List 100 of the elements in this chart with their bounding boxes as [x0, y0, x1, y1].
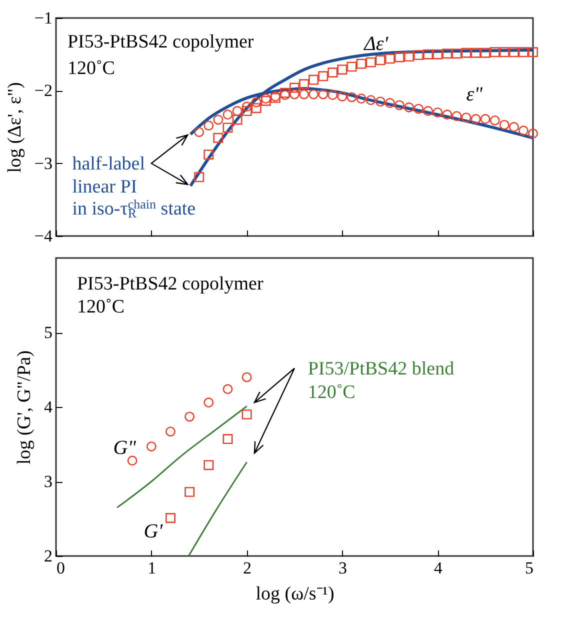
point	[318, 71, 328, 82]
point	[480, 114, 490, 124]
point	[251, 97, 262, 108]
point	[232, 114, 242, 125]
y-axis-title: log (Δε', ε")	[4, 82, 26, 173]
point	[432, 49, 443, 60]
point	[328, 68, 338, 78]
point	[337, 92, 348, 102]
point	[442, 48, 452, 59]
point	[242, 102, 252, 112]
point	[337, 64, 348, 75]
point	[308, 74, 319, 85]
y-tick-label: −2	[34, 81, 52, 100]
point	[299, 89, 310, 100]
point	[204, 120, 214, 131]
point	[346, 62, 357, 72]
point	[461, 48, 472, 58]
point	[194, 127, 204, 138]
point	[308, 89, 319, 100]
point	[490, 115, 500, 126]
point	[375, 55, 386, 66]
x-tick-label: 0	[56, 558, 65, 578]
point	[346, 92, 357, 102]
point	[251, 103, 262, 114]
point	[184, 412, 195, 422]
point	[470, 48, 481, 58]
point	[328, 90, 338, 100]
point	[146, 442, 156, 452]
point	[423, 106, 434, 116]
point	[375, 96, 386, 107]
annotation: PI53/PtBS42 blend	[308, 358, 455, 380]
y-tick-label: 3	[44, 472, 52, 491]
point	[499, 47, 510, 58]
point	[222, 110, 233, 120]
point	[290, 82, 300, 93]
point	[461, 112, 472, 123]
point	[204, 150, 214, 160]
point	[290, 89, 300, 100]
point	[366, 95, 376, 106]
point	[166, 426, 176, 437]
point	[508, 47, 519, 58]
annotation: PI53-PtBS42 copolymer	[67, 31, 254, 52]
point	[414, 50, 424, 60]
point	[423, 49, 434, 60]
point	[499, 120, 510, 130]
point	[318, 89, 328, 100]
line-series	[116, 406, 248, 508]
annotation: 120˚C	[308, 382, 356, 404]
point	[280, 88, 290, 98]
point	[166, 513, 176, 523]
annotation: PI53-PtBS42 copolymer	[76, 273, 264, 294]
point	[490, 47, 500, 58]
y-tick-label: −1	[34, 8, 52, 28]
point	[452, 48, 462, 59]
x-axis-title: log (ω/s⁻¹)	[256, 584, 334, 604]
point	[280, 90, 290, 100]
annotation: 120˚C	[67, 58, 115, 80]
point	[222, 122, 233, 133]
point	[528, 128, 538, 139]
point	[432, 107, 443, 118]
point	[452, 111, 462, 122]
point	[222, 434, 233, 444]
y-tick-label: −3	[34, 154, 52, 173]
y-tick-label: 4	[44, 398, 53, 416]
point	[470, 114, 481, 124]
point	[242, 372, 252, 382]
series-label: G"	[113, 436, 137, 459]
point	[299, 79, 310, 90]
x-tick-label: 5	[525, 558, 534, 578]
point	[366, 57, 376, 68]
x-tick-label: 3	[338, 558, 347, 578]
annotation: half-label	[72, 153, 146, 174]
point	[518, 47, 528, 58]
y-tick-label: 2	[44, 546, 52, 566]
y-tick-label: −4	[34, 226, 53, 246]
series-label: Δε'	[363, 33, 389, 56]
x-tick-label: 2	[243, 558, 252, 578]
point	[356, 94, 366, 104]
point	[356, 58, 366, 69]
point	[394, 52, 404, 62]
point	[194, 172, 204, 182]
annotation: linear PI	[72, 176, 138, 198]
point	[518, 126, 528, 136]
point	[508, 122, 519, 132]
point	[222, 384, 233, 394]
x-tick-label: 4	[434, 558, 443, 578]
point	[394, 100, 404, 110]
point	[404, 52, 414, 62]
x-tick-label: 1	[148, 558, 156, 578]
point	[414, 104, 424, 114]
point	[480, 48, 490, 58]
y-axis-title: log (G', G"/Pa)	[14, 350, 35, 465]
point	[213, 114, 224, 125]
point	[242, 409, 252, 420]
annotation: 120˚C	[76, 296, 124, 318]
series-label: G'	[144, 520, 164, 542]
point	[213, 132, 224, 143]
point	[242, 106, 252, 116]
point	[442, 110, 452, 120]
point	[404, 102, 414, 112]
